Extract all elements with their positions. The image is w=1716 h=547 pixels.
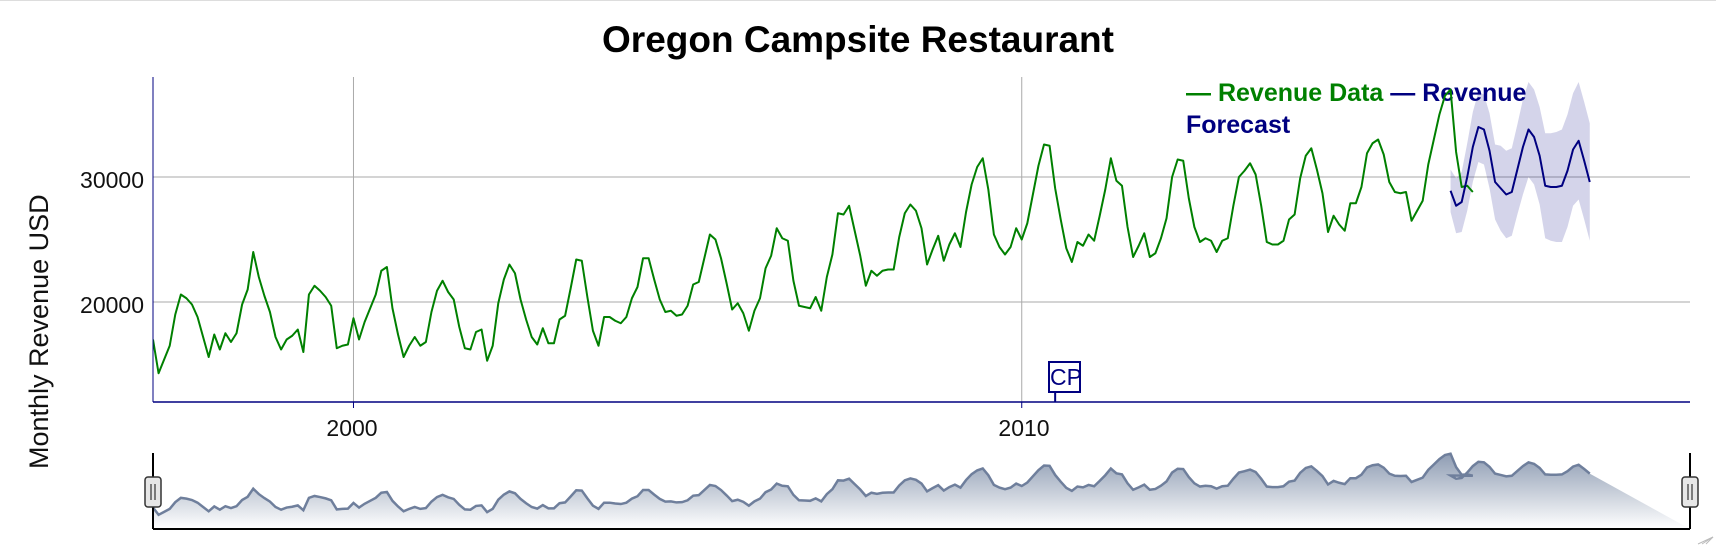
y-tick-label: 30000 [80, 167, 144, 193]
navigator-line [152, 452, 1591, 517]
chart-title: Oregon Campsite Restaurant [602, 19, 1114, 60]
chart-legend[interactable]: — Revenue Data — Revenue Forecast [1186, 77, 1586, 141]
legend-label-revenue-data: Revenue Data [1217, 79, 1384, 107]
resize-grip[interactable] [1697, 536, 1714, 545]
navigator-left-handle[interactable] [144, 476, 162, 508]
x-tick-label: 2010 [998, 415, 1050, 441]
y-tick-label: 20000 [80, 292, 144, 318]
revenue-forecast-line [1449, 126, 1591, 207]
changepoint-flag[interactable]: CP [1048, 361, 1081, 393]
legend-item-revenue-forecast: — Revenue Forecast [1186, 79, 1527, 139]
range-navigator [144, 452, 1714, 545]
navigator-area [153, 453, 1690, 529]
legend-item-revenue-data: — Revenue Data [1186, 79, 1384, 107]
x-tick-label: 2000 [326, 415, 378, 441]
navigator-right-handle[interactable] [1681, 476, 1699, 508]
revenue-data-line [153, 88, 1474, 375]
legend-label-revenue-forecast: Revenue Forecast [1186, 79, 1527, 139]
